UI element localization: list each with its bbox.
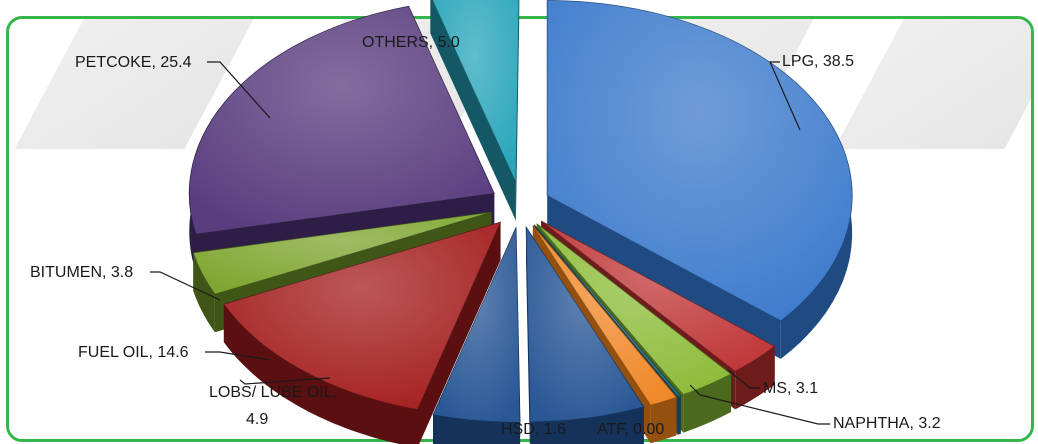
label-naphtha: NAPHTHA, 3.2 [833,415,941,432]
slice-side-wall [683,374,731,433]
slice-highlight [193,212,492,295]
slice-side-wall [530,406,644,444]
leader-naphtha [689,384,830,425]
slice-highlight [526,227,644,423]
slice-highlight [432,0,519,183]
pie-slice-others [430,0,520,221]
label-lpg: LPG, 38.5 [782,53,854,70]
label-bitumen: BITUMEN, 3.8 [30,264,133,281]
slice-highlight [536,223,731,395]
leader-petcoke [207,61,271,119]
label-lobs-line2: 4.9 [246,411,268,428]
slice-highlight [532,225,677,406]
label-others: OTHERS, 5.0 [362,34,460,51]
slice-side-wall [650,397,677,444]
label-ms: MS, 3.1 [763,380,818,397]
chart-frame [6,16,1034,442]
pie-slice-lpg [546,0,853,359]
slice-highlight [541,220,775,372]
slice-side-wall [678,395,681,435]
label-petcoke: PETCOKE, 25.4 [75,54,192,71]
slice-highlight [189,6,495,235]
leader-lpg [769,61,801,131]
leader-fuel-oil [205,351,271,361]
label-hsd: HSD, 1.6 [501,421,566,438]
pie-slice-petcoke [188,5,495,273]
slice-side-wall [223,304,418,444]
leader-lobs [239,377,331,385]
slice-highlight [223,222,501,410]
slice-highlight [547,0,853,321]
slice-cut-face [417,222,501,444]
pie-slice-lobs-lube-oil [432,227,521,444]
pie-slice-fuel-oil [223,221,502,444]
pie-slice-unlabeled [525,225,645,444]
label-fuel-oil: FUEL OIL, 14.6 [78,344,189,361]
slice-side-wall [735,346,775,410]
label-atf: ATF, 0.00 [597,421,664,438]
leader-ms [727,369,760,389]
slice-cut-face [430,0,516,221]
leader-bitumen [150,271,221,301]
label-lobs-line1: LOBS/ LUBE OIL, [209,384,337,401]
slice-highlight [433,227,521,423]
slice-highlight [534,224,681,397]
